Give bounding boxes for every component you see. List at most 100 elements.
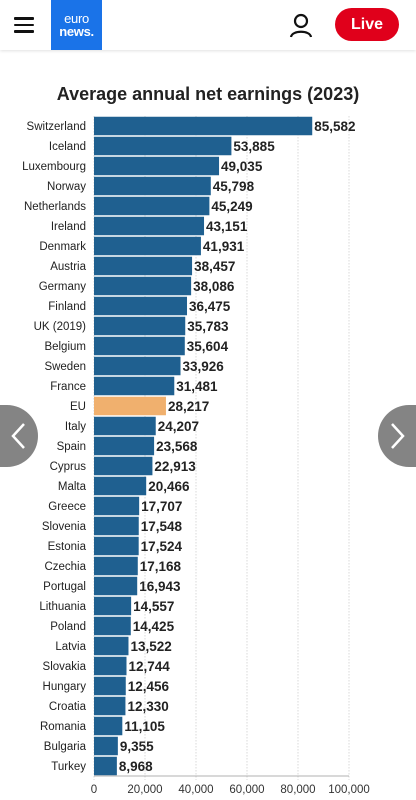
value-label: 45,798 xyxy=(213,179,255,194)
bar xyxy=(94,756,117,776)
bar xyxy=(94,356,181,376)
category-label: Italy xyxy=(65,421,86,433)
category-label: Switzerland xyxy=(27,121,86,133)
bar xyxy=(94,536,139,556)
live-button[interactable]: Live xyxy=(335,8,399,41)
value-label: 53,885 xyxy=(233,139,275,154)
x-tick-label: 40,000 xyxy=(178,784,213,796)
category-label: Poland xyxy=(50,621,86,633)
value-label: 41,931 xyxy=(203,239,245,254)
bar xyxy=(94,376,175,396)
value-label: 13,522 xyxy=(130,639,171,654)
bar-chart: 0 20,000 40,000 60,000 80,000 100,000 Switzerl… xyxy=(22,116,370,796)
bar xyxy=(94,156,220,176)
value-label: 14,425 xyxy=(133,619,175,634)
value-label: 35,783 xyxy=(187,319,229,334)
bar xyxy=(94,316,186,336)
bar xyxy=(94,696,126,716)
category-label: Cyprus xyxy=(50,461,87,473)
value-label: 17,548 xyxy=(141,519,183,534)
value-label: 11,105 xyxy=(124,719,165,734)
category-label: Romania xyxy=(40,721,87,733)
hamburger-menu-icon[interactable] xyxy=(14,14,38,36)
bar xyxy=(94,636,129,656)
value-label: 85,582 xyxy=(314,119,355,134)
category-label: Finland xyxy=(48,301,86,313)
value-label: 12,330 xyxy=(127,699,168,714)
category-label: Ireland xyxy=(51,221,86,233)
value-label: 17,524 xyxy=(141,539,183,554)
category-label: Austria xyxy=(50,261,86,273)
category-label: Latvia xyxy=(55,641,86,653)
category-label: Norway xyxy=(47,181,86,193)
user-icon[interactable] xyxy=(288,12,314,38)
bar xyxy=(94,396,166,416)
bar xyxy=(94,336,185,356)
category-label: Hungary xyxy=(43,681,87,693)
category-label: Bulgaria xyxy=(44,741,87,753)
euronews-logo[interactable]: euro news. xyxy=(51,0,102,50)
bar xyxy=(94,436,155,456)
category-label: Spain xyxy=(57,441,86,453)
value-label: 17,168 xyxy=(140,559,182,574)
value-label: 49,035 xyxy=(221,159,263,174)
value-label: 17,707 xyxy=(141,499,182,514)
category-label: Estonia xyxy=(48,541,87,553)
category-label: France xyxy=(50,381,86,393)
bar xyxy=(94,296,188,316)
value-label: 23,568 xyxy=(156,439,198,454)
category-label: Sweden xyxy=(44,361,86,373)
value-label: 12,456 xyxy=(128,679,170,694)
bar xyxy=(94,656,127,676)
category-label: Lithuania xyxy=(39,601,86,613)
category-label: Iceland xyxy=(49,141,86,153)
category-label: Slovenia xyxy=(42,521,87,533)
logo-line2: news. xyxy=(59,24,94,39)
value-label: 20,466 xyxy=(148,479,190,494)
value-label: 43,151 xyxy=(206,219,248,234)
bar xyxy=(94,216,205,236)
value-label: 38,086 xyxy=(193,279,235,294)
bar xyxy=(94,116,313,136)
top-header: euro news. Live xyxy=(0,0,416,50)
value-label: 9,355 xyxy=(120,739,154,754)
value-label: 38,457 xyxy=(194,259,235,274)
category-label: UK (2019) xyxy=(34,321,87,333)
category-label: Denmark xyxy=(39,241,86,253)
bar xyxy=(94,196,210,216)
bar xyxy=(94,676,126,696)
x-tick-label: 100,000 xyxy=(328,784,370,796)
bar xyxy=(94,456,153,476)
value-label: 45,249 xyxy=(211,199,252,214)
value-label: 22,913 xyxy=(154,459,196,474)
bar xyxy=(94,736,118,756)
category-label: Malta xyxy=(58,481,87,493)
bar xyxy=(94,496,140,516)
category-label: Croatia xyxy=(49,701,87,713)
bar xyxy=(94,476,147,496)
bar xyxy=(94,416,156,436)
bar xyxy=(94,176,211,196)
category-label: Netherlands xyxy=(24,201,86,213)
bar xyxy=(94,236,201,256)
value-label: 33,926 xyxy=(183,359,225,374)
x-tick-label: 20,000 xyxy=(127,784,162,796)
category-label: Greece xyxy=(48,501,86,513)
bar xyxy=(94,276,192,296)
value-label: 24,207 xyxy=(158,419,199,434)
bar xyxy=(94,576,138,596)
value-label: 14,557 xyxy=(133,599,174,614)
value-label: 12,744 xyxy=(128,659,170,674)
bar xyxy=(94,136,232,156)
category-label: Belgium xyxy=(44,341,86,353)
value-label: 16,943 xyxy=(139,579,181,594)
bar xyxy=(94,556,138,576)
x-tick-label: 0 xyxy=(91,784,97,796)
value-label: 8,968 xyxy=(119,759,153,774)
x-tick-label: 60,000 xyxy=(229,784,264,796)
bar xyxy=(94,516,139,536)
category-label: Germany xyxy=(39,281,87,293)
logo-line1: euro xyxy=(64,11,89,26)
value-label: 28,217 xyxy=(168,399,209,414)
category-label: EU xyxy=(70,401,86,413)
